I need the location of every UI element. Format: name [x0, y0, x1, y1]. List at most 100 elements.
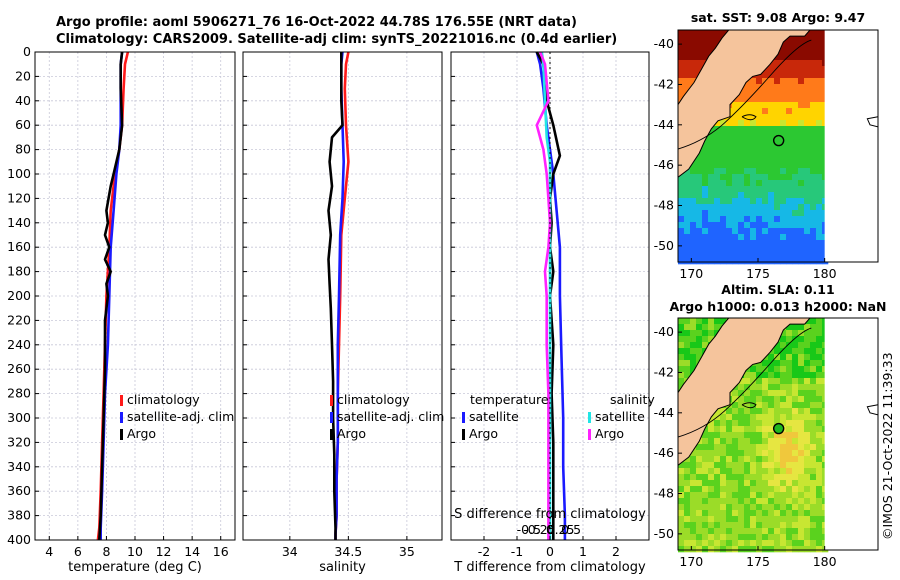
sst-map-cell [738, 204, 745, 211]
sst-map-cell [816, 66, 823, 73]
sst-map-cell [750, 108, 757, 115]
sla-map-cell [798, 342, 805, 349]
sst-map-cell [678, 258, 685, 265]
sla-map-cell [774, 462, 781, 469]
sla-map-cell [816, 420, 823, 427]
sst-map-cell [738, 126, 745, 133]
sla-map-cell [816, 378, 823, 385]
sst-map-cell [690, 180, 697, 187]
diff-legend-temp-argo-label: Argo [469, 426, 498, 441]
sla-map-cell [684, 540, 691, 547]
temperature-profile-xtick-label: 14 [184, 544, 200, 559]
sst-map-cell [810, 54, 817, 61]
sla-map-cell [792, 438, 799, 445]
sla-map-cell [756, 522, 763, 529]
sst-map-cell [816, 138, 823, 145]
sla-map-cell [792, 414, 799, 421]
sst-map-cell [798, 36, 805, 43]
sla-map-cell [708, 468, 715, 475]
sst-map-cell [762, 156, 769, 163]
sst-map-cell [816, 204, 823, 211]
sst-map-cell [768, 198, 775, 205]
sst-map-cell [792, 138, 799, 145]
sla-map-cell [708, 498, 715, 505]
sla-map-cell [798, 522, 805, 529]
sla-map-cell [732, 534, 739, 541]
sst-map-cell [696, 228, 703, 235]
sst-map-contour [677, 39, 812, 150]
sla-map-cell [756, 414, 763, 421]
sst-map-cell [798, 138, 805, 145]
sst-map-cell [744, 84, 751, 91]
sla-map-cell [798, 384, 805, 391]
sst-map-cell [798, 66, 805, 73]
sla-map-cell [774, 342, 781, 349]
sla-map-cell [726, 486, 733, 493]
sla-map-cell [768, 498, 775, 505]
sla-map-cell [810, 318, 817, 325]
sla-map-cell [774, 348, 781, 355]
sla-map-argo-marker [772, 422, 785, 435]
sla-map-cell [780, 510, 787, 517]
sst-map-cell [768, 108, 775, 115]
sla-map-cell [786, 492, 793, 499]
sst-map-cell [690, 222, 697, 229]
sst-map-cell [768, 90, 775, 97]
sst-map-cell [678, 222, 685, 229]
sla-map-cell [768, 480, 775, 487]
sla-map-cell [726, 480, 733, 487]
sst-map-cell [714, 186, 721, 193]
sla-map-cell [696, 354, 703, 361]
sla-map-cell [678, 516, 685, 523]
sst-map-cell [786, 60, 793, 67]
sla-map-cell [786, 408, 793, 415]
sst-map-cell [798, 96, 805, 103]
sla-map-cell [708, 492, 715, 499]
sla-map-cell [708, 504, 715, 511]
sla-map-xtick-label: 175 [746, 554, 770, 569]
salinity-profile-legend-argo-label: Argo [337, 426, 366, 441]
sla-map-cell [816, 504, 823, 511]
sst-map-cell [816, 258, 823, 265]
sst-map-cell [678, 246, 685, 253]
temperature-profile-xtick-label: 8 [102, 544, 110, 559]
depth-tick-label: 280 [7, 386, 31, 401]
sst-map-cell [792, 168, 799, 175]
sst-map-cell [708, 216, 715, 223]
sla-map-cell [774, 384, 781, 391]
sla-map-cell [708, 336, 715, 343]
sla-map-cell [810, 510, 817, 517]
sst-map-cell [786, 138, 793, 145]
sst-map-cell [756, 186, 763, 193]
sst-map-cell [714, 258, 721, 265]
sst-map-cell [690, 36, 697, 43]
sst-map-cell [804, 132, 811, 139]
sst-map-cell [720, 222, 727, 229]
sst-map-cell [756, 108, 763, 115]
sst-map-cell [810, 72, 817, 79]
sst-map-cell [696, 186, 703, 193]
sla-map-cell [786, 546, 793, 553]
sst-map-cell [780, 132, 787, 139]
sst-map-cell [786, 36, 793, 43]
sla-map-cell [714, 456, 721, 463]
sla-map-cell [708, 528, 715, 535]
sst-map-cell [720, 132, 727, 139]
sst-map-cell [702, 186, 709, 193]
sst-map-cell [804, 174, 811, 181]
sst-map-cell [774, 198, 781, 205]
sla-map-cell [792, 372, 799, 379]
sla-map-cell [804, 540, 811, 547]
sst-map-cell [678, 54, 685, 61]
sla-map-cell [714, 504, 721, 511]
sla-map-cell [738, 516, 745, 523]
sla-map-cell [792, 366, 799, 373]
sla-map-cell [780, 474, 787, 481]
sst-map-cell [798, 198, 805, 205]
temperature-profile-xtick-label: 4 [45, 544, 53, 559]
sla-map-cell [756, 486, 763, 493]
sst-map-cell [762, 84, 769, 91]
depth-tick-label: 220 [7, 312, 31, 327]
sst-map-cell [750, 156, 757, 163]
sst-map-cell [750, 132, 757, 139]
